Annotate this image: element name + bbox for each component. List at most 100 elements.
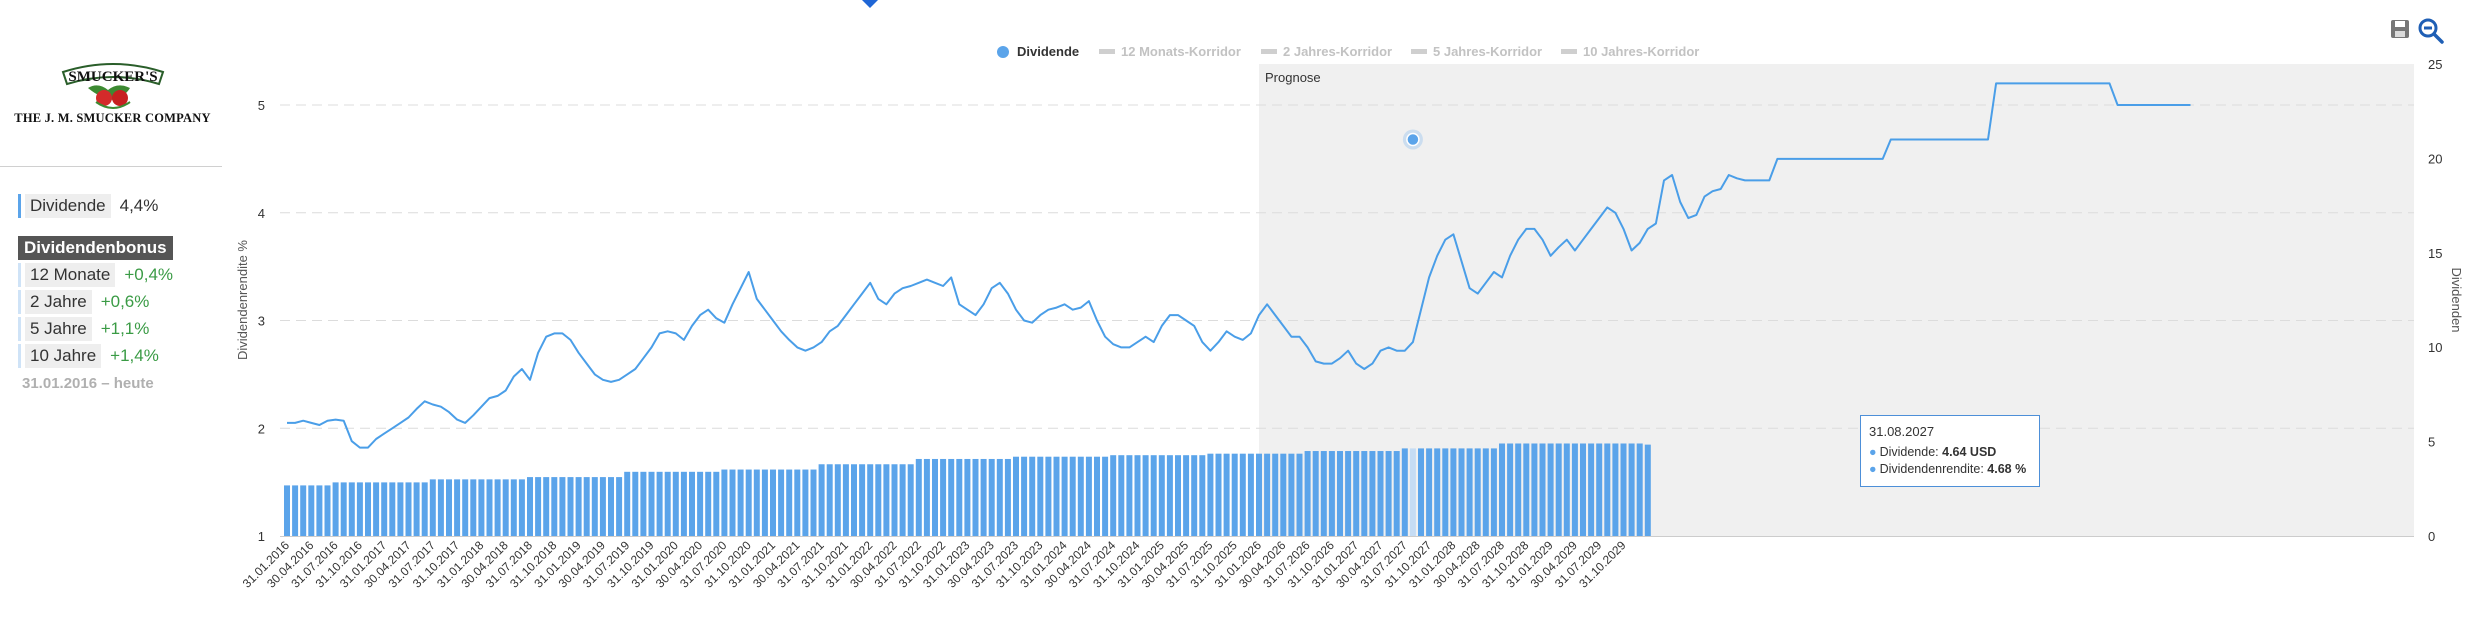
dividend-bar [348,482,355,536]
legend-item-5y[interactable]: 5 Jahres-Korridor [1411,44,1542,59]
dividend-bar [891,464,898,536]
dividend-bar [486,479,493,536]
dividend-bar [1596,443,1603,536]
save-icon[interactable] [2389,18,2411,40]
dividend-bar [680,471,687,536]
dividend-bar [1523,443,1530,536]
dividend-bar [1061,456,1068,536]
tooltip-yield-label: Dividendenrendite: [1879,462,1984,476]
legend-dash-icon [1561,49,1577,54]
dividend-bar [1183,455,1190,536]
dividend-bar [413,482,420,536]
legend-item-dividende[interactable]: Dividende [997,44,1079,59]
period-label: 31.01.2016 – heute [22,375,154,392]
dividend-bar [591,477,598,536]
dividend-bar [1207,453,1214,536]
dividend-bar [575,477,582,536]
yield-line [287,82,2191,449]
legend-item-2y[interactable]: 2 Jahres-Korridor [1261,44,1392,59]
dividend-bar [656,471,663,536]
dividend-bar [1409,448,1416,536]
dividend-bar [446,479,452,536]
bonus-marker [18,263,21,287]
dividend-bar [308,485,315,536]
dividend-bar [1401,448,1408,536]
dividend-bar [737,469,744,536]
dividend-bar [502,479,509,536]
dividend-bar [1547,443,1554,536]
y-tick-right: 5 [2428,435,2435,450]
chart-legend: Dividende 12 Monats-Korridor 2 Jahres-Ko… [0,44,2481,64]
dividend-bar [867,464,874,536]
dividend-bar [1531,443,1538,536]
dividend-bar [608,477,614,536]
dividend-bar [470,479,477,536]
dividend-bar [1320,451,1327,536]
forecast-region [1259,64,2414,536]
y-tick-right: 20 [2428,151,2442,166]
legend-item-10y[interactable]: 10 Jahres-Korridor [1561,44,1699,59]
highlight-point [1406,132,1420,147]
dividend-bar [462,479,469,536]
dividend-bar [1085,456,1092,536]
dividend-bar [527,477,533,536]
bonus-marker [18,317,21,341]
zoom-out-icon[interactable] [2418,18,2444,44]
y-tick-right: 15 [2428,246,2442,261]
dividend-bar [672,471,679,536]
bonus-label: 12 Monate [25,263,116,287]
legend-label: 10 Jahres-Korridor [1583,44,1700,59]
dividend-bar [1256,453,1262,536]
bonus-label: 10 Jahre [25,344,102,368]
forecast-background [1259,64,2414,536]
dividend-bar [365,482,371,536]
bonus-label: 5 Jahre [25,317,92,341]
dividend-bar [915,458,922,536]
legend-dash-icon [1261,49,1277,54]
dividend-bar [1004,458,1011,536]
dividend-bar [454,479,461,536]
bonus-item-12m: 12 Monate +0,4% [18,263,173,287]
dividend-value: 4,4% [119,196,159,215]
dividend-bar [1264,453,1271,536]
tooltip-date: 31.08.2027 [1869,424,1935,439]
y-axis-left-title: Dividendenrendite % [235,240,250,360]
dividend-bar [834,464,841,536]
dividend-bar [1620,443,1627,536]
dividend-bar [340,482,347,536]
dividend-bar [1507,443,1514,536]
dividend-bar [940,458,947,536]
dividend-bar [1499,443,1505,536]
dividend-bar [851,464,857,536]
dividend-bar [899,464,906,536]
dividend-bar [770,469,776,536]
dividend-bar [478,479,485,536]
yield-line-path [287,82,2191,449]
y-tick-left: 3 [258,314,265,329]
dividend-bar [510,479,517,536]
y-tick-left: 1 [258,529,265,544]
dividend-marker [18,194,21,218]
dividend-bar [624,471,631,536]
legend-item-12m[interactable]: 12 Monats-Korridor [1099,44,1241,59]
dividend-bar [1239,453,1246,536]
dividend-bar [721,469,728,536]
dividend-summary: Dividende 4,4% [18,194,158,218]
dividend-bar [1150,455,1157,536]
dividend-bar [332,482,339,536]
chart-tooltip: 31.08.2027 ● Dividende: 4.64 USD ● Dividen… [1860,415,2040,487]
dividend-bar [859,464,866,536]
dividend-bar [356,482,363,536]
bonus-title: Dividendenbonus [18,236,173,260]
tooltip-dividend: ● Dividende: 4.64 USD [1869,445,1997,459]
dividend-bar [988,458,995,536]
dividend-bar [1353,451,1360,536]
tooltip-yield-value: 4.68 % [1987,462,2027,476]
dividend-bar [292,485,299,536]
dividend-bar [284,485,290,536]
dividend-bar [1628,443,1635,536]
dividend-bar [745,469,752,536]
dividend-bar [1304,451,1311,536]
dividend-bar [1094,456,1100,536]
dividend-bar [389,482,396,536]
